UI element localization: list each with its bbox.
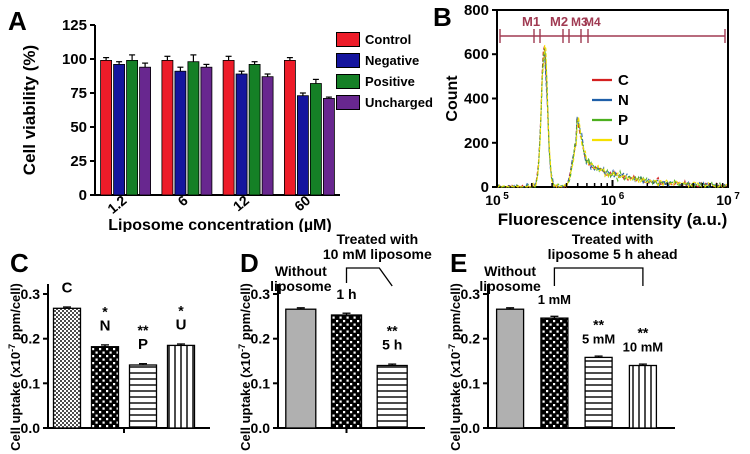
svg-text:7: 7	[734, 191, 740, 202]
svg-text:Count: Count	[444, 75, 461, 122]
svg-text:50: 50	[70, 119, 87, 136]
svg-text:Without: Without	[484, 263, 536, 279]
svg-text:0.2: 0.2	[461, 331, 481, 347]
svg-text:Cell viability (%): Cell viability (%)	[20, 45, 39, 175]
svg-text:M4: M4	[584, 15, 601, 29]
svg-text:5 h: 5 h	[382, 337, 402, 353]
svg-text:800: 800	[464, 2, 489, 19]
svg-text:600: 600	[464, 46, 489, 63]
svg-text:10: 10	[601, 192, 617, 208]
svg-text:10: 10	[716, 192, 732, 208]
svg-text:0.3: 0.3	[21, 286, 41, 302]
svg-text:N: N	[100, 318, 111, 335]
svg-text:liposome 5 h ahead: liposome 5 h ahead	[548, 246, 678, 262]
svg-text:75: 75	[70, 85, 87, 102]
svg-text:C: C	[618, 72, 629, 89]
svg-text:*: *	[102, 304, 108, 320]
svg-text:Treated with: Treated with	[336, 231, 418, 247]
svg-text:P: P	[138, 336, 148, 353]
svg-text:M2: M2	[550, 14, 568, 29]
svg-text:U: U	[618, 132, 629, 149]
svg-text:**: **	[593, 316, 604, 332]
svg-text:Treated with: Treated with	[572, 231, 654, 247]
svg-text:25: 25	[70, 153, 87, 170]
svg-text:0.0: 0.0	[251, 420, 271, 436]
svg-text:0.1: 0.1	[21, 375, 41, 391]
svg-text:6: 6	[619, 191, 625, 202]
svg-text:100: 100	[62, 51, 87, 68]
svg-text:P: P	[618, 112, 628, 129]
svg-text:5 mM: 5 mM	[582, 331, 615, 346]
svg-text:C: C	[62, 279, 73, 296]
svg-text:Without: Without	[275, 263, 327, 279]
svg-text:10 mM: 10 mM	[623, 340, 663, 355]
svg-text:5: 5	[503, 191, 509, 202]
svg-text:Cell uptake (x10-7 ppm/cell): Cell uptake (x10-7 ppm/cell)	[237, 283, 253, 451]
svg-text:U: U	[176, 316, 187, 333]
svg-text:**: **	[637, 325, 648, 341]
svg-text:10 mM liposome: 10 mM liposome	[323, 246, 432, 262]
svg-text:liposome: liposome	[270, 278, 332, 294]
svg-text:liposome: liposome	[479, 278, 541, 294]
svg-text:10: 10	[485, 192, 501, 208]
svg-text:1 mM: 1 mM	[538, 292, 571, 307]
svg-text:0.1: 0.1	[461, 375, 481, 391]
svg-text:400: 400	[464, 91, 489, 108]
svg-text:1 h: 1 h	[336, 286, 356, 302]
svg-text:125: 125	[62, 17, 87, 34]
svg-text:200: 200	[464, 135, 489, 152]
svg-text:M1: M1	[522, 14, 540, 29]
svg-text:Cell uptake (x10-7 ppm/cell): Cell uptake (x10-7 ppm/cell)	[7, 283, 23, 451]
svg-text:0: 0	[79, 187, 87, 204]
svg-text:0.1: 0.1	[251, 375, 271, 391]
svg-text:**: **	[387, 323, 398, 339]
svg-text:N: N	[618, 92, 629, 109]
svg-text:0.2: 0.2	[251, 331, 271, 347]
svg-text:*: *	[178, 302, 184, 318]
svg-text:Fluorescence intensity (a.u.): Fluorescence intensity (a.u.)	[498, 210, 728, 229]
svg-text:0.3: 0.3	[251, 286, 271, 302]
svg-text:0.0: 0.0	[461, 420, 481, 436]
svg-text:0.0: 0.0	[21, 420, 41, 436]
svg-text:0.3: 0.3	[461, 286, 481, 302]
svg-text:0.2: 0.2	[21, 331, 41, 347]
svg-text:**: **	[138, 322, 149, 338]
svg-text:Cell uptake (x10-7 ppm/cell): Cell uptake (x10-7 ppm/cell)	[447, 283, 463, 451]
